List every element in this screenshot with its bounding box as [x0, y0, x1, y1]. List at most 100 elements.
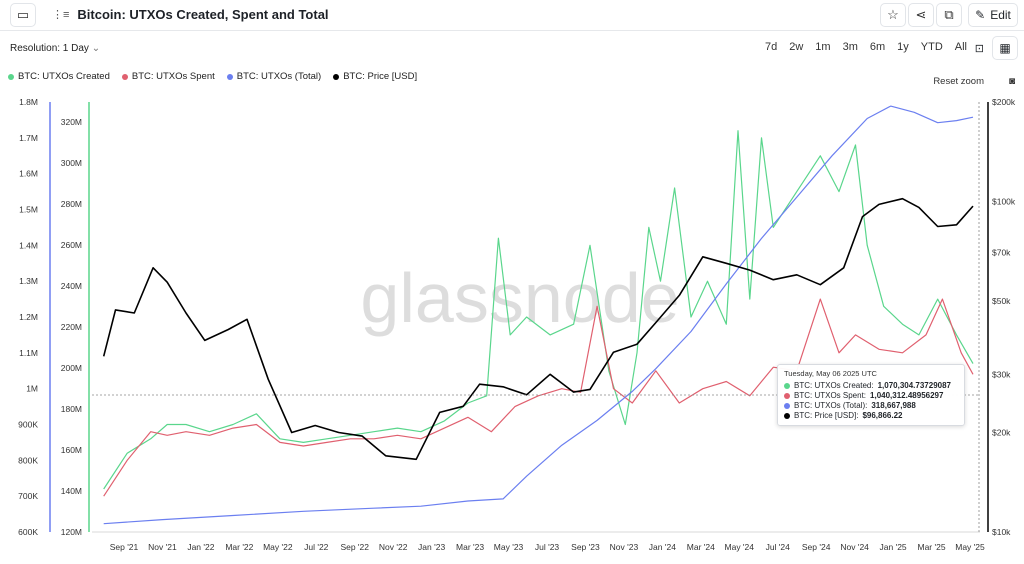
total-tick-label: 220M	[61, 322, 82, 332]
flow-tick-label: 600K	[18, 527, 38, 537]
x-tick-label: Jan '25	[880, 542, 907, 552]
x-tick-label: Jan '23	[418, 542, 445, 552]
legend-label: BTC: UTXOs Created	[18, 71, 110, 82]
tooltip-value: 1,040,312.48956297	[870, 391, 944, 400]
tooltip-label: BTC: Price [USD]:	[794, 411, 859, 420]
tooltip-dot	[784, 403, 790, 409]
x-tick-label: May '22	[263, 542, 293, 552]
range-selector: 7d 2w 1m 3m 6m 1y YTD All	[760, 37, 972, 57]
legend-dot	[121, 73, 128, 80]
price-tick-label: $70k	[992, 248, 1011, 258]
x-tick-label: Mar '22	[225, 542, 253, 552]
range-7d[interactable]: 7d	[764, 41, 778, 53]
top-bar: ▭ ⋮≡ Bitcoin: UTXOs Created, Spent and T…	[0, 0, 1024, 31]
price-tick-label: $50k	[992, 296, 1011, 306]
range-1y[interactable]: 1y	[897, 41, 909, 53]
chevron-down-icon: ⌄	[91, 43, 101, 54]
chart-legend: BTC: UTXOs Created BTC: UTXOs Spent BTC: U…	[8, 71, 417, 82]
star-icon[interactable]: ☆	[880, 3, 906, 27]
page-title: Bitcoin: UTXOs Created, Spent and Total	[77, 7, 329, 22]
x-tick-label: Sep '21	[110, 542, 139, 552]
legend-item[interactable]: BTC: UTXOs Spent	[121, 71, 215, 82]
legend-dot	[333, 73, 340, 80]
tooltip-dot	[784, 383, 790, 389]
range-1m[interactable]: 1m	[815, 41, 831, 53]
x-tick-label: May '23	[494, 542, 524, 552]
total-tick-label: 280M	[61, 199, 82, 209]
duplicate-icon[interactable]: ⧉	[936, 3, 962, 27]
reset-zoom-button[interactable]: Reset zoom	[933, 76, 984, 87]
resolution-select[interactable]: Resolution: 1 Day ⌄	[10, 43, 100, 54]
tooltip-value: 1,070,304.73729087	[877, 381, 951, 390]
total-tick-label: 180M	[61, 404, 82, 414]
tooltip-label: BTC: UTXOs Created:	[794, 381, 874, 390]
title-wrap: ⋮≡ Bitcoin: UTXOs Created, Spent and Tot…	[52, 7, 329, 22]
x-tick-label: May '24	[725, 542, 755, 552]
sidebar-toggle-icon[interactable]: ▭	[10, 3, 36, 27]
tooltip-value: $96,866.22	[862, 411, 903, 420]
flow-tick-label: 1.6M	[19, 169, 38, 179]
zoom-select-icon[interactable]: ⊡	[974, 43, 984, 55]
tooltip-date: Tuesday, May 06 2025 UTC	[784, 369, 877, 378]
tooltip-row: BTC: UTXOs Created: 1,070,304.73729087	[784, 381, 958, 391]
total-tick-label: 300M	[61, 158, 82, 168]
camera-icon[interactable]: ◙	[1008, 76, 1015, 87]
watermark: glassnode	[360, 259, 679, 337]
tooltip-row: BTC: Price [USD]: $96,866.22	[784, 411, 958, 421]
flow-tick-label: 1.1M	[19, 348, 38, 358]
x-tick-label: May '25	[955, 542, 985, 552]
x-tick-label: Sep '24	[802, 542, 831, 552]
x-tick-label: Nov '22	[379, 542, 408, 552]
x-tick-label: Jul '22	[304, 542, 329, 552]
x-tick-label: Sep '23	[571, 542, 600, 552]
flow-tick-label: 1.2M	[19, 312, 38, 322]
range-3m[interactable]: 3m	[842, 41, 858, 53]
flow-tick-label: 1.7M	[19, 133, 38, 143]
x-tick-label: Jul '24	[766, 542, 791, 552]
flow-tick-label: 800K	[18, 455, 38, 465]
x-tick-label: Jan '24	[649, 542, 676, 552]
legend-item[interactable]: BTC: UTXOs Created	[8, 71, 110, 82]
legend-label: BTC: Price [USD]	[343, 71, 418, 82]
tooltip: Tuesday, May 06 2025 UTC BTC: UTXOs Crea…	[777, 364, 965, 426]
price-tick-label: $200k	[992, 97, 1016, 107]
total-tick-label: 200M	[61, 363, 82, 373]
legend-item[interactable]: BTC: UTXOs (Total)	[226, 71, 321, 82]
legend-dot	[8, 73, 14, 80]
series-line	[103, 298, 974, 497]
x-tick-label: Jul '23	[535, 542, 560, 552]
tooltip-dot	[784, 393, 790, 399]
total-tick-label: 240M	[61, 281, 82, 291]
edit-label: Edit	[990, 8, 1011, 22]
total-tick-label: 320M	[61, 117, 82, 127]
flow-tick-label: 1.4M	[19, 240, 38, 250]
range-all[interactable]: All	[954, 41, 967, 53]
x-tick-label: Nov '21	[148, 542, 177, 552]
total-tick-label: 140M	[61, 486, 82, 496]
total-tick-label: 160M	[61, 445, 82, 455]
chart-svg[interactable]: glassnode 1.8M 1.7M 1.6M 1.5M 1.4M 1.3M 1.2M 1.…	[0, 92, 1024, 564]
tooltip-value: 318,667,988	[871, 401, 916, 410]
flow-tick-label: 1M	[26, 384, 38, 394]
calendar-icon[interactable]: ▦	[992, 36, 1018, 60]
x-tick-label: Jan '22	[187, 542, 214, 552]
flow-tick-label: 900K	[18, 420, 38, 430]
series-line	[102, 197, 974, 461]
resolution-label: Resolution: 1 Day	[10, 43, 89, 54]
flow-tick-label: 1.8M	[19, 97, 38, 107]
series-line	[103, 130, 974, 490]
edit-button[interactable]: ✎ Edit	[968, 3, 1018, 27]
range-6m[interactable]: 6m	[869, 41, 886, 53]
range-2w[interactable]: 2w	[789, 41, 804, 53]
tooltip-label: BTC: UTXOs Spent:	[794, 391, 867, 400]
tooltip-label: BTC: UTXOs (Total):	[794, 401, 868, 410]
price-tick-label: $10k	[992, 527, 1011, 537]
legend-item[interactable]: BTC: Price [USD]	[333, 71, 417, 82]
total-tick-label: 260M	[61, 240, 82, 250]
legend-label: BTC: UTXOs Spent	[131, 71, 215, 82]
drag-handle-icon[interactable]: ⋮≡	[52, 9, 70, 21]
range-ytd[interactable]: YTD	[920, 41, 943, 53]
total-tick-label: 120M	[61, 527, 82, 537]
share-icon[interactable]: ⋖	[908, 3, 934, 27]
flow-tick-label: 1.3M	[19, 276, 38, 286]
